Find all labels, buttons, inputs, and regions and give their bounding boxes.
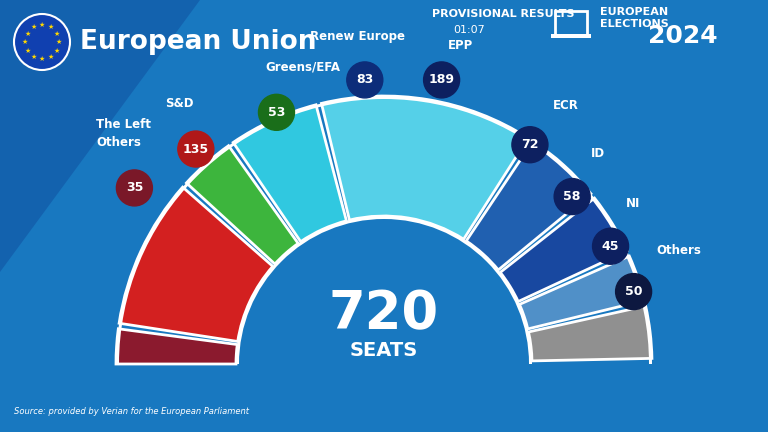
Text: ★: ★ bbox=[48, 24, 54, 30]
Wedge shape bbox=[528, 306, 652, 361]
Circle shape bbox=[424, 62, 459, 98]
Wedge shape bbox=[519, 256, 644, 329]
Wedge shape bbox=[116, 329, 237, 364]
Circle shape bbox=[593, 228, 628, 264]
Text: Others: Others bbox=[96, 137, 141, 149]
Wedge shape bbox=[119, 187, 273, 341]
Text: Source: provided by Verian for the European Parliament: Source: provided by Verian for the Europ… bbox=[14, 407, 249, 416]
Text: ★: ★ bbox=[54, 31, 60, 36]
Text: 58: 58 bbox=[564, 190, 581, 203]
Text: Renew Europe: Renew Europe bbox=[310, 30, 405, 43]
Text: 72: 72 bbox=[521, 138, 538, 151]
Text: ★: ★ bbox=[39, 56, 45, 62]
Circle shape bbox=[117, 170, 152, 206]
Text: Others: Others bbox=[657, 244, 701, 257]
Text: ★: ★ bbox=[22, 39, 28, 45]
Text: ★: ★ bbox=[39, 22, 45, 28]
Text: S&D: S&D bbox=[165, 97, 194, 110]
Wedge shape bbox=[237, 217, 531, 364]
Text: 50: 50 bbox=[625, 285, 642, 298]
Circle shape bbox=[554, 178, 590, 215]
Circle shape bbox=[178, 131, 214, 167]
Text: ★: ★ bbox=[56, 39, 62, 45]
Text: SEATS: SEATS bbox=[350, 340, 418, 359]
Circle shape bbox=[259, 94, 294, 130]
Text: ★: ★ bbox=[48, 54, 54, 60]
Wedge shape bbox=[322, 96, 528, 239]
Text: ★: ★ bbox=[31, 54, 37, 60]
Text: Greens/EFA: Greens/EFA bbox=[265, 60, 340, 73]
Circle shape bbox=[512, 127, 548, 163]
Wedge shape bbox=[236, 216, 532, 364]
Text: 83: 83 bbox=[356, 73, 373, 86]
Polygon shape bbox=[0, 0, 200, 272]
Text: 135: 135 bbox=[183, 143, 209, 156]
Wedge shape bbox=[500, 198, 627, 302]
FancyBboxPatch shape bbox=[551, 34, 591, 38]
Text: 720: 720 bbox=[329, 288, 439, 340]
Text: ★: ★ bbox=[31, 24, 37, 30]
Text: ★: ★ bbox=[24, 48, 31, 54]
Text: PROVISIONAL RESULTS: PROVISIONAL RESULTS bbox=[432, 9, 574, 19]
Circle shape bbox=[616, 273, 651, 310]
Text: 53: 53 bbox=[268, 106, 285, 119]
Wedge shape bbox=[466, 141, 591, 270]
Text: ELECTIONS: ELECTIONS bbox=[600, 19, 669, 29]
Text: ★: ★ bbox=[54, 48, 60, 54]
Text: ECR: ECR bbox=[553, 99, 579, 112]
Text: EUROPEAN: EUROPEAN bbox=[600, 7, 668, 17]
Circle shape bbox=[347, 62, 382, 98]
Wedge shape bbox=[233, 105, 346, 241]
Wedge shape bbox=[187, 146, 298, 264]
Circle shape bbox=[14, 14, 70, 70]
Text: NI: NI bbox=[626, 197, 641, 210]
Text: 2024: 2024 bbox=[648, 24, 717, 48]
Text: ★: ★ bbox=[24, 31, 31, 36]
Text: 45: 45 bbox=[602, 240, 619, 253]
Text: 01:07: 01:07 bbox=[453, 25, 485, 35]
Text: EPP: EPP bbox=[449, 39, 473, 52]
Text: 35: 35 bbox=[126, 181, 143, 194]
Text: ID: ID bbox=[591, 147, 605, 160]
Text: European Union: European Union bbox=[80, 29, 316, 55]
Wedge shape bbox=[116, 96, 652, 364]
Text: 189: 189 bbox=[429, 73, 455, 86]
Text: The Left: The Left bbox=[96, 118, 151, 131]
